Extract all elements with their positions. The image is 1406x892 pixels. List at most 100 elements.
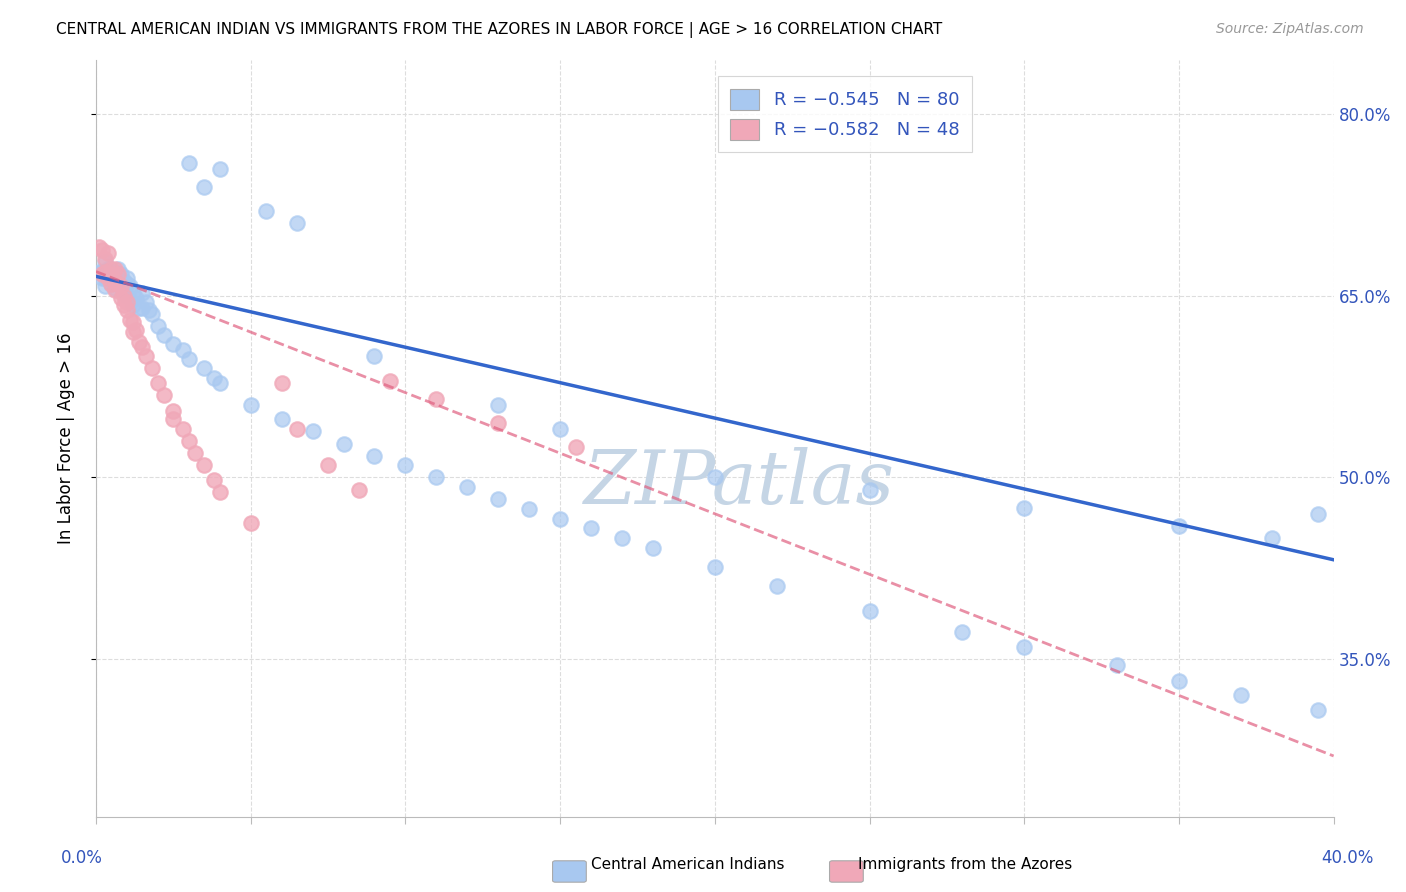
Point xyxy=(122,315,145,329)
Point xyxy=(162,337,184,351)
Y-axis label: In Labor Force | Age > 16: In Labor Force | Age > 16 xyxy=(58,333,75,544)
Point xyxy=(202,473,225,487)
Point xyxy=(107,270,129,285)
Point xyxy=(131,340,153,354)
Point xyxy=(103,274,125,288)
Point xyxy=(1308,507,1330,521)
Point xyxy=(103,281,125,295)
Point xyxy=(100,267,122,281)
Point xyxy=(517,502,540,516)
Point xyxy=(115,289,138,303)
Point xyxy=(91,270,114,285)
Point xyxy=(112,298,135,312)
Point xyxy=(202,371,225,385)
Point xyxy=(254,204,277,219)
Point xyxy=(153,327,176,342)
Point xyxy=(100,262,122,277)
Point xyxy=(162,404,184,418)
Point xyxy=(87,240,110,254)
Point xyxy=(1012,640,1035,654)
Point xyxy=(110,279,132,293)
Point xyxy=(285,216,308,230)
Text: Immigrants from the Azores: Immigrants from the Azores xyxy=(858,857,1071,872)
Point xyxy=(858,604,880,618)
Point xyxy=(425,470,447,484)
Point xyxy=(118,313,141,327)
Text: CENTRAL AMERICAN INDIAN VS IMMIGRANTS FROM THE AZORES IN LABOR FORCE | AGE > 16 : CENTRAL AMERICAN INDIAN VS IMMIGRANTS FR… xyxy=(56,22,942,38)
Point xyxy=(193,179,215,194)
Point xyxy=(138,303,160,318)
Point xyxy=(112,289,135,303)
Point xyxy=(112,274,135,288)
Point xyxy=(122,298,145,312)
Point xyxy=(91,243,114,257)
Point xyxy=(110,291,132,305)
Point xyxy=(107,262,129,277)
Point xyxy=(363,449,385,463)
Point xyxy=(97,267,120,281)
Point xyxy=(162,412,184,426)
Point xyxy=(1168,673,1191,688)
Point xyxy=(100,277,122,291)
Point xyxy=(91,267,114,281)
Point xyxy=(316,458,339,473)
Point xyxy=(1168,519,1191,533)
Point xyxy=(1105,658,1128,673)
Point xyxy=(115,277,138,291)
Point xyxy=(610,531,633,545)
Point xyxy=(97,270,120,285)
Point xyxy=(378,374,401,388)
Point xyxy=(858,483,880,497)
Point xyxy=(107,267,129,281)
Point xyxy=(131,286,153,301)
Point xyxy=(172,343,194,358)
Point xyxy=(115,303,138,318)
Point xyxy=(94,264,117,278)
Point xyxy=(128,301,150,315)
Point xyxy=(172,422,194,436)
Point xyxy=(239,516,262,531)
Point xyxy=(103,274,125,288)
Point xyxy=(100,264,122,278)
Point xyxy=(270,412,292,426)
Point xyxy=(425,392,447,406)
Point xyxy=(177,351,200,366)
Point xyxy=(193,361,215,376)
Point xyxy=(193,458,215,473)
Point xyxy=(579,521,602,535)
Text: Source: ZipAtlas.com: Source: ZipAtlas.com xyxy=(1216,22,1364,37)
Point xyxy=(122,286,145,301)
Point xyxy=(1308,703,1330,717)
Point xyxy=(703,560,725,574)
Point xyxy=(146,376,169,390)
Point xyxy=(118,279,141,293)
Point xyxy=(107,277,129,291)
Point xyxy=(301,425,323,439)
Point xyxy=(87,264,110,278)
Point xyxy=(103,262,125,277)
Point xyxy=(97,262,120,277)
FancyBboxPatch shape xyxy=(830,861,863,882)
Point xyxy=(134,349,156,363)
Point xyxy=(122,325,145,339)
Point xyxy=(141,307,163,321)
Point xyxy=(97,270,120,285)
Point xyxy=(94,252,117,267)
Point xyxy=(765,579,787,593)
Point xyxy=(131,301,153,315)
Point xyxy=(239,398,262,412)
Point xyxy=(641,541,664,555)
Point xyxy=(153,388,176,402)
Point xyxy=(177,155,200,169)
Point xyxy=(97,246,120,260)
Point xyxy=(177,434,200,449)
Point xyxy=(363,349,385,363)
Point xyxy=(1230,689,1253,703)
Text: ZIPatlas: ZIPatlas xyxy=(583,447,896,520)
Point xyxy=(564,440,586,454)
Point xyxy=(950,625,973,640)
Point xyxy=(548,422,571,436)
Point xyxy=(270,376,292,390)
Point xyxy=(703,470,725,484)
Point xyxy=(134,294,156,309)
